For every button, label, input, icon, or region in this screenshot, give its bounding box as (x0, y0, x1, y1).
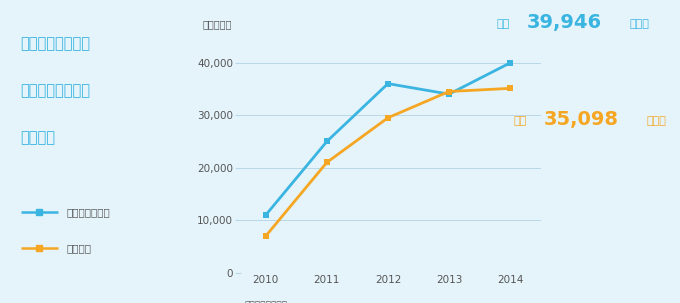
Text: 現金及銀行存款: 現金及銀行存款 (67, 207, 110, 217)
Text: 於十二月三十一日: 於十二月三十一日 (21, 36, 90, 52)
Text: 貸款結餘: 貸款結餘 (21, 130, 56, 145)
Text: 現金及銀行存款及: 現金及銀行存款及 (21, 83, 90, 98)
Text: （於六月三十日）: （於六月三十日） (244, 301, 288, 303)
Text: 港幣: 港幣 (513, 116, 527, 126)
Text: 港幣百萬元: 港幣百萬元 (203, 19, 232, 29)
Text: 港幣: 港幣 (496, 19, 510, 29)
Text: 35,098: 35,098 (544, 110, 619, 129)
Text: 百萬元: 百萬元 (629, 19, 649, 29)
Text: 39,946: 39,946 (527, 13, 602, 32)
Text: 貸款結餘: 貸款結餘 (67, 243, 91, 254)
Text: 百萬元: 百萬元 (646, 116, 666, 126)
